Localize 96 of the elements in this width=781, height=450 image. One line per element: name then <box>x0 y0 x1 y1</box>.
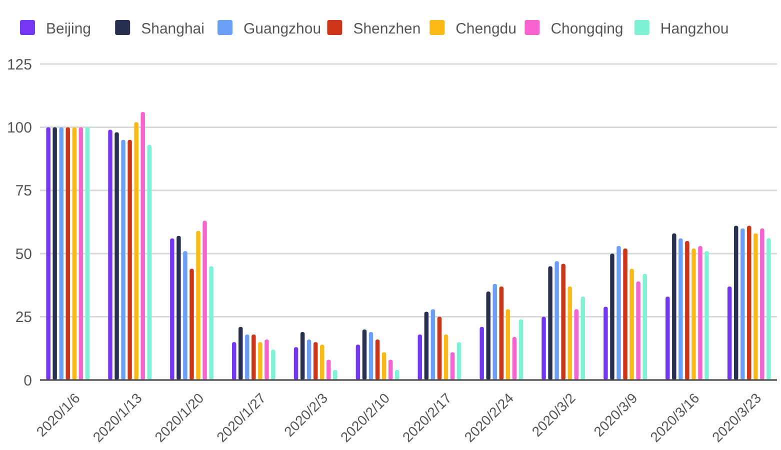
bar <box>382 352 386 380</box>
bar <box>568 286 572 380</box>
bar <box>740 228 745 380</box>
y-tick-label: 100 <box>6 119 32 136</box>
bar <box>108 130 112 380</box>
bar <box>245 334 250 380</box>
bar <box>190 268 194 380</box>
bar <box>518 319 524 380</box>
bar <box>512 337 517 380</box>
bar <box>623 248 628 380</box>
bar <box>754 233 758 380</box>
bar <box>499 286 504 380</box>
bar <box>424 312 429 380</box>
bar <box>610 254 614 380</box>
bar <box>450 352 455 380</box>
bar <box>202 220 207 380</box>
bar <box>418 334 422 380</box>
bar <box>437 316 442 380</box>
bar <box>704 251 709 380</box>
bar <box>368 332 374 380</box>
bar <box>264 340 269 380</box>
bar <box>85 127 90 380</box>
bar <box>630 268 634 380</box>
bar <box>766 238 771 380</box>
bar <box>698 246 702 380</box>
bar <box>356 344 360 380</box>
bar <box>561 264 566 380</box>
bar <box>492 284 497 380</box>
bar <box>320 344 324 380</box>
legend-label: Chengdu <box>456 20 516 38</box>
y-tick-label: 25 <box>15 309 32 326</box>
bar <box>300 332 305 380</box>
bar <box>747 226 752 380</box>
bar <box>209 266 214 380</box>
bar <box>734 226 738 380</box>
bar <box>685 240 690 380</box>
bar <box>326 360 331 380</box>
bar <box>388 360 393 380</box>
legend-label: Guangzhou <box>244 20 322 38</box>
bar <box>375 340 380 380</box>
bar <box>121 140 126 380</box>
bar <box>183 251 188 380</box>
bar <box>580 296 586 380</box>
bar <box>480 326 484 380</box>
bar <box>692 248 696 380</box>
bar <box>333 370 338 380</box>
y-tick-label: 0 <box>24 372 32 390</box>
bar <box>140 112 145 380</box>
bar <box>147 144 152 380</box>
bar <box>542 316 546 380</box>
y-tick-label: 75 <box>15 182 32 200</box>
bar <box>362 329 367 380</box>
bar <box>430 309 436 380</box>
bar <box>196 230 200 380</box>
bar <box>252 334 256 380</box>
bar <box>727 286 732 380</box>
bar <box>52 127 57 380</box>
bar <box>666 296 670 380</box>
bar <box>616 246 621 380</box>
bar <box>232 342 236 380</box>
bar <box>114 132 119 380</box>
bar <box>678 238 683 380</box>
legend-label: Shanghai <box>141 20 205 38</box>
legend-label: Beijing <box>46 20 92 38</box>
y-tick-label: 125 <box>6 56 32 74</box>
bar <box>128 140 132 380</box>
bar <box>294 347 298 380</box>
legend-label: Hangzhou <box>660 20 729 38</box>
legend-label: Shenzhen <box>353 20 421 38</box>
bar <box>66 127 70 380</box>
bar <box>306 340 312 380</box>
bar <box>46 127 50 380</box>
bar <box>238 326 243 380</box>
legend-label: Chongqing <box>550 20 624 38</box>
bar <box>574 309 578 380</box>
bar <box>444 334 448 380</box>
bar <box>486 292 490 380</box>
bar <box>78 127 84 380</box>
bar <box>642 274 647 380</box>
bar <box>636 281 640 380</box>
bar <box>672 233 676 380</box>
bar <box>604 306 608 380</box>
bar <box>170 238 174 380</box>
bar <box>72 127 77 380</box>
bar <box>548 266 552 380</box>
bar <box>506 309 510 380</box>
bar <box>760 228 764 380</box>
bar <box>554 261 559 380</box>
bar <box>176 236 181 380</box>
bar <box>258 342 262 380</box>
bar <box>59 127 64 380</box>
bar <box>313 342 318 380</box>
y-tick-label: 50 <box>15 246 32 263</box>
bar <box>134 122 138 380</box>
bar <box>271 350 276 380</box>
bar <box>456 342 462 380</box>
